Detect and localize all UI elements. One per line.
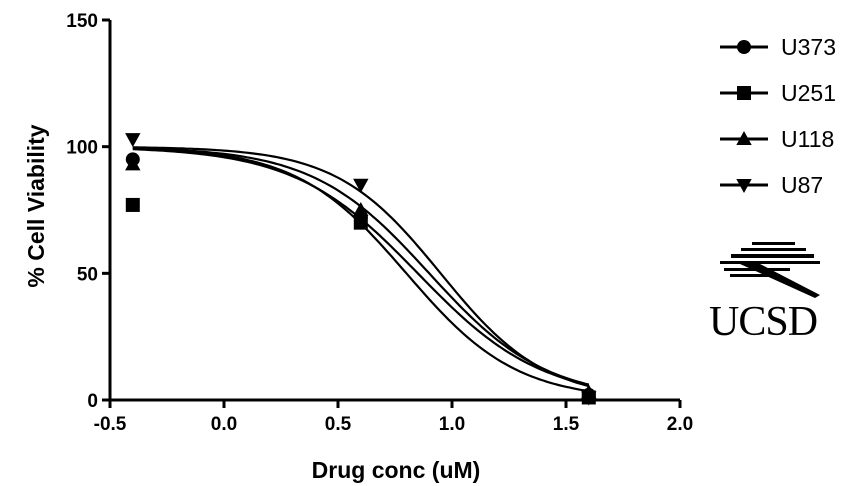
x-tick-label: 1.0 [439, 414, 465, 435]
data-point-u251 [125, 197, 140, 212]
x-tick-label: -0.5 [94, 414, 127, 435]
plot-area [125, 133, 597, 406]
ucsd-trident-logo-icon [720, 242, 820, 298]
data-point-u118 [125, 156, 141, 171]
x-tick-label: 2.0 [667, 414, 693, 435]
legend-item-u118: U118 [720, 126, 834, 152]
legend-item-u87: U87 [720, 172, 823, 198]
y-axis-title: % Cell Viability [23, 124, 49, 287]
y-ticks: 0 50 100 150 [66, 11, 110, 412]
x-tick-label: 0.5 [325, 414, 352, 435]
data-point-u118 [353, 201, 369, 216]
legend-label: U373 [781, 34, 836, 60]
axes [108, 20, 680, 402]
x-tick-label: 1.5 [553, 414, 580, 435]
data-point-u87 [353, 178, 369, 193]
data-point-u251 [353, 215, 368, 230]
x-ticks: -0.5 0.0 0.5 1.0 1.5 2.0 [94, 400, 693, 435]
legend-item-u251: U251 [720, 80, 836, 106]
logo-text: UCSD [709, 299, 817, 345]
y-tick-label: 50 [77, 264, 98, 285]
y-tick-label: 150 [66, 11, 98, 32]
y-tick-label: 100 [66, 138, 98, 159]
legend-marker-triangle-down [736, 179, 752, 194]
legend-label: U87 [781, 172, 823, 198]
x-axis-title: Drug conc (uM) [312, 457, 481, 483]
data-point-u87 [125, 133, 141, 148]
x-tick-label: 0.0 [211, 414, 237, 435]
legend-label: U251 [781, 80, 836, 106]
y-tick-label: 0 [87, 391, 98, 412]
legend-label: U118 [781, 126, 834, 152]
legend-marker-square [737, 86, 751, 100]
legend: U373 U251 U118 U87 [720, 34, 836, 198]
legend-marker-circle [737, 40, 751, 54]
ucsd-logo: UCSD [709, 242, 820, 345]
legend-item-u373: U373 [720, 34, 836, 60]
legend-marker-triangle-up [736, 130, 752, 145]
